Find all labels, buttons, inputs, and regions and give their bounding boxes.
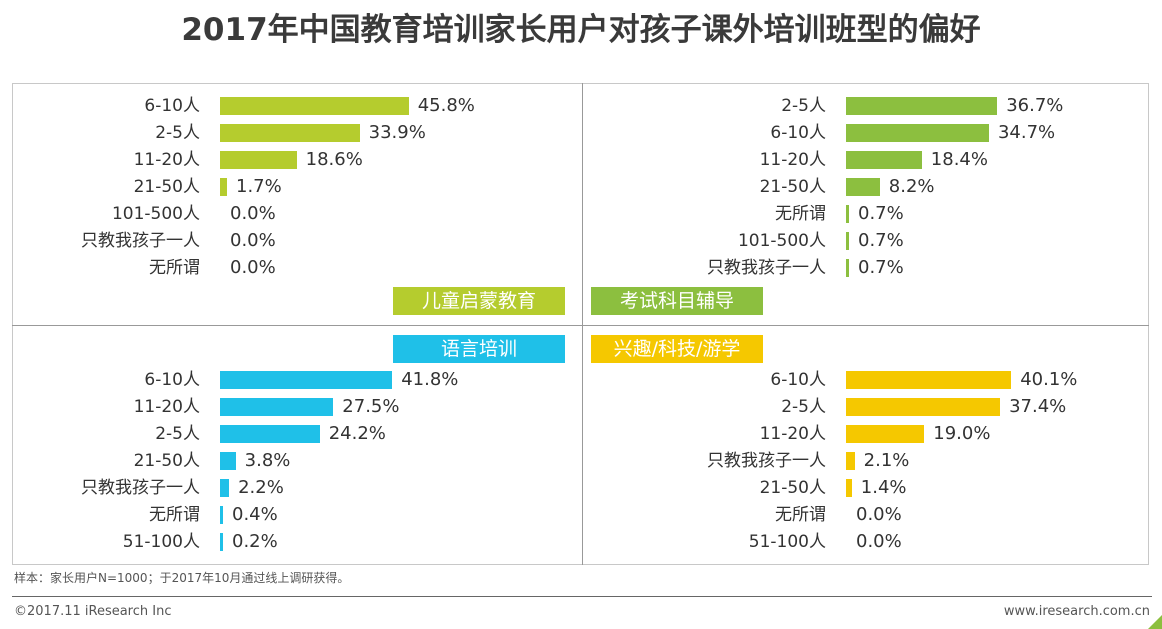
category-label: 6-10人 [144,96,200,116]
data-label: 24.2% [328,423,386,444]
data-label: 0.0% [230,257,276,278]
panel-title-tag: 兴趣/科技/游学 [591,335,763,363]
bar [220,533,223,551]
data-label: 2.2% [238,477,284,498]
bar [846,178,880,196]
bar [846,479,852,497]
category-label: 6-10人 [770,370,826,390]
bar [846,97,998,115]
data-label: 0.7% [858,257,904,278]
category-label: 2-5人 [155,424,200,444]
panel-title-tag: 考试科目辅导 [591,287,763,315]
data-label: 37.4% [1009,396,1067,417]
category-label: 21-50人 [133,177,200,197]
category-label: 11-20人 [759,150,826,170]
category-label: 只教我孩子一人 [707,258,826,278]
data-label: 0.2% [232,531,278,552]
bar [220,151,297,169]
data-label: 1.7% [236,176,282,197]
category-label: 无所谓 [775,505,826,525]
data-label: 33.9% [368,122,426,143]
data-label: 18.6% [305,149,363,170]
category-label: 无所谓 [775,204,826,224]
bar [846,452,855,470]
copyright: ©2017.11 iResearch Inc [14,604,172,619]
bar [220,425,320,443]
category-label: 11-20人 [759,424,826,444]
sample-note: 样本：家长用户N=1000；于2017年10月通过线上调研获得。 [14,571,350,585]
bar [220,178,227,196]
bar [220,398,334,416]
data-label: 18.4% [930,149,988,170]
category-label: 11-20人 [133,397,200,417]
category-label: 51-100人 [748,532,826,552]
data-label: 1.4% [860,477,907,498]
chart-title: 2017年中国教育培训家长用户对孩子课外培训班型的偏好 [181,12,981,48]
category-label: 无所谓 [149,505,200,525]
data-label: 2.1% [863,450,910,471]
data-label: 19.0% [933,423,991,444]
data-label: 0.0% [230,230,276,251]
bar [220,506,223,524]
category-label: 2-5人 [781,96,826,116]
bar [846,425,925,443]
bar [846,232,849,250]
bar [220,371,393,389]
panel-title-tag: 语言培训 [393,335,565,363]
bar [220,124,360,142]
category-label: 只教我孩子一人 [707,451,826,471]
category-label: 101-500人 [111,204,200,224]
category-label: 51-100人 [122,532,200,552]
data-label: 41.8% [401,369,459,390]
data-label: 3.8% [244,450,291,471]
category-label: 只教我孩子一人 [81,478,200,498]
data-label: 27.5% [342,396,400,417]
category-label: 21-50人 [759,478,826,498]
bar [220,479,230,497]
chart-frame [12,83,1149,565]
category-label: 21-50人 [133,451,200,471]
category-label: 6-10人 [144,370,200,390]
bar [846,259,849,277]
data-label: 0.0% [856,531,902,552]
category-label: 11-20人 [133,150,200,170]
bar [846,205,849,223]
data-label: 0.0% [230,203,276,224]
bar [220,452,236,470]
data-label: 0.0% [856,504,902,525]
vertical-divider [582,83,583,565]
data-label: 8.2% [888,176,935,197]
footer-divider [12,596,1152,597]
horizontal-divider [12,325,1149,326]
category-label: 101-500人 [737,231,826,251]
data-label: 36.7% [1006,95,1064,116]
data-label: 40.1% [1020,369,1078,390]
data-label: 0.7% [858,203,904,224]
panel-title-tag: 儿童启蒙教育 [393,287,565,315]
data-label: 45.8% [417,95,475,116]
bar [846,151,922,169]
bar [220,97,409,115]
website-link[interactable]: www.iresearch.com.cn [1003,604,1150,619]
bar [846,398,1001,416]
category-label: 2-5人 [155,123,200,143]
data-label: 0.4% [232,504,278,525]
bar [846,124,989,142]
data-label: 34.7% [997,122,1056,143]
category-label: 2-5人 [781,397,826,417]
category-label: 6-10人 [770,123,826,143]
corner-decoration [1148,615,1162,629]
category-label: 只教我孩子一人 [81,231,200,251]
category-label: 无所谓 [149,258,200,278]
data-label: 0.7% [858,230,904,251]
bar [846,371,1012,389]
category-label: 21-50人 [759,177,826,197]
